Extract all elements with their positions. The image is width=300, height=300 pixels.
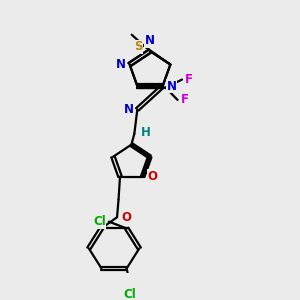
Text: N: N: [145, 34, 155, 47]
Text: Cl: Cl: [93, 215, 106, 228]
Text: O: O: [148, 170, 158, 183]
Text: F: F: [185, 73, 193, 86]
Text: F: F: [181, 93, 188, 106]
Text: Cl: Cl: [123, 288, 136, 300]
Text: N: N: [116, 58, 126, 71]
Text: N: N: [124, 103, 134, 116]
Text: S: S: [134, 40, 143, 53]
Text: O: O: [122, 211, 132, 224]
Text: N: N: [167, 80, 176, 93]
Text: H: H: [141, 126, 151, 139]
